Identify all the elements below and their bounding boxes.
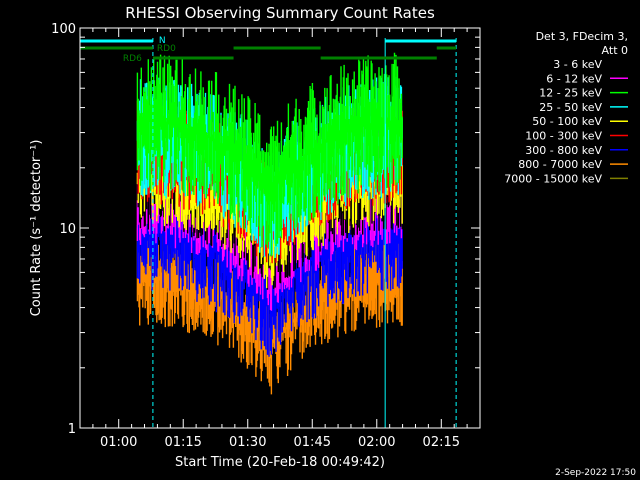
footer-timestamp: 2-Sep-2022 17:50 (555, 468, 636, 478)
legend-entry-label: 6 - 12 keV (546, 72, 602, 85)
x-tick-label: 01:15 (164, 435, 201, 450)
series-layer (136, 52, 403, 395)
chart-title: RHESSI Observing Summary Count Rates (125, 4, 435, 22)
y-tick-label: 10 (59, 222, 76, 237)
series-12---25-kev (136, 52, 403, 257)
legend-header: Att 0 (602, 44, 628, 57)
legend-header: Det 3, FDecim 3, (536, 30, 628, 43)
saa-label: N (159, 36, 166, 46)
legend-entry-label: 25 - 50 keV (539, 101, 602, 114)
legend-entry-label: 100 - 300 keV (525, 130, 602, 143)
axes-layer: 1 10 100 01:00 01:15 01:30 01:45 02:00 02:15 (51, 22, 480, 450)
rd0-label: RD0 (157, 44, 176, 54)
legend-entry-label: 12 - 25 keV (539, 87, 602, 100)
x-tick-label: 01:00 (100, 435, 137, 450)
y-axis-label: Count Rate (s⁻¹ detector⁻¹) (29, 140, 44, 317)
y-tick-label: 1 (68, 422, 76, 437)
x-tick-label: 01:45 (294, 435, 331, 450)
x-tick-label: 02:00 (358, 435, 395, 450)
x-axis-label: Start Time (20-Feb-18 00:49:42) (175, 455, 385, 470)
legend-entry-label: 3 - 6 keV (553, 58, 602, 71)
legend-entry-label: 300 - 800 keV (525, 144, 602, 157)
y-tick-label: 100 (51, 22, 76, 37)
x-tick-label: 01:30 (229, 435, 266, 450)
rd6-label: RD6 (123, 54, 142, 64)
legend-entry-label: 50 - 100 keV (532, 115, 602, 128)
series-trace (136, 52, 403, 257)
legend-entry-label: 7000 - 15000 keV (504, 172, 602, 185)
x-tick-label: 02:15 (423, 435, 460, 450)
legend-entry-label: 800 - 7000 keV (518, 158, 602, 171)
